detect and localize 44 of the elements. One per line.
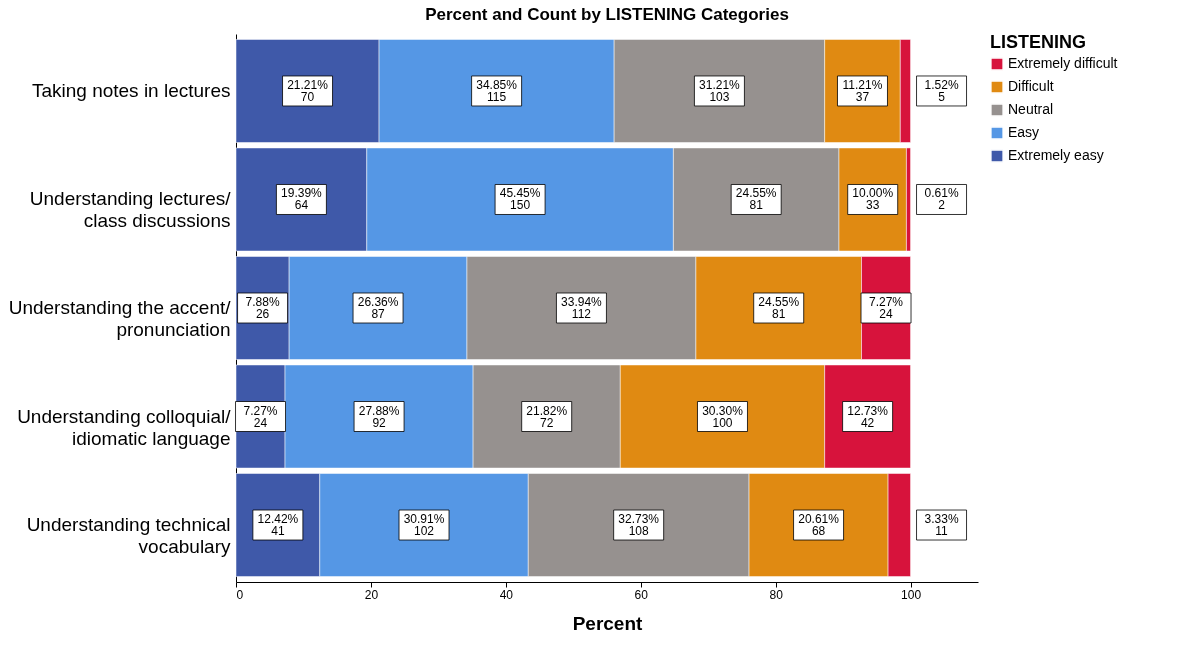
data-label: 7.88% 26 [245,295,280,321]
data-label: 7.27% 24 [243,403,278,430]
data-label: 33.94% 112 [561,295,603,321]
data-label: 24.55% 81 [735,186,777,213]
data-label: 19.39% 64 [281,186,323,213]
y-tick-label: Understanding technical vocabulary [26,514,231,558]
data-label: 10.00% 33 [852,186,894,213]
data-label: 12.73% 42 [847,403,889,430]
data-label: 30.30% 100 [702,403,744,430]
y-tick-label: Understanding colloquial/ idiomatic language [17,405,232,449]
data-label: 11.21% 37 [842,77,883,104]
data-label: 32.73% 108 [618,512,660,539]
data-label: 0.61% 2 [924,186,959,213]
x-tick-label: 40 [499,587,514,602]
x-tick-label: 20 [364,587,379,602]
data-label: 7.27% 24 [869,295,904,321]
data-label: 26.36% 87 [357,295,399,321]
data-label: 21.82% 72 [526,403,568,430]
data-label: 20.61% 68 [798,512,840,539]
data-label: 12.42% 41 [257,512,299,539]
legend-title: LISTENING [990,32,1087,52]
x-tick-label: 60 [634,587,649,602]
x-tick-label: 80 [769,587,784,602]
x-axis-title: Percent [572,612,644,634]
y-tick-label: Understanding lectures/ class discussions [29,188,232,232]
data-label: 27.88% 92 [358,403,400,430]
legend-label: Extremely difficult [1008,55,1118,71]
chart-title: Percent and Count by LISTENING Categories [425,5,789,24]
data-label: 30.91% 102 [403,512,445,539]
legend-label: Difficult [1008,78,1054,94]
y-tick-label: Taking notes in lectures [31,79,231,101]
data-label: 24.55% 81 [758,295,800,321]
data-label: 1.52% 5 [924,77,959,104]
x-tick-label: 100 [901,587,922,602]
y-tick-label: Understanding the accent/ pronunciation [8,297,232,340]
x-tick-label: 0 [236,587,244,602]
data-label: 21.21% 70 [287,77,329,104]
data-label: 45.45% 150 [499,186,541,213]
data-label: 3.33% 11 [924,512,959,539]
data-label: 31.21% 103 [699,77,741,104]
legend-label: Neutral [1008,101,1054,117]
legend-label: Easy [1008,124,1040,140]
legend-label: Extremely easy [1008,147,1104,163]
data-label: 34.85% 115 [476,77,518,104]
